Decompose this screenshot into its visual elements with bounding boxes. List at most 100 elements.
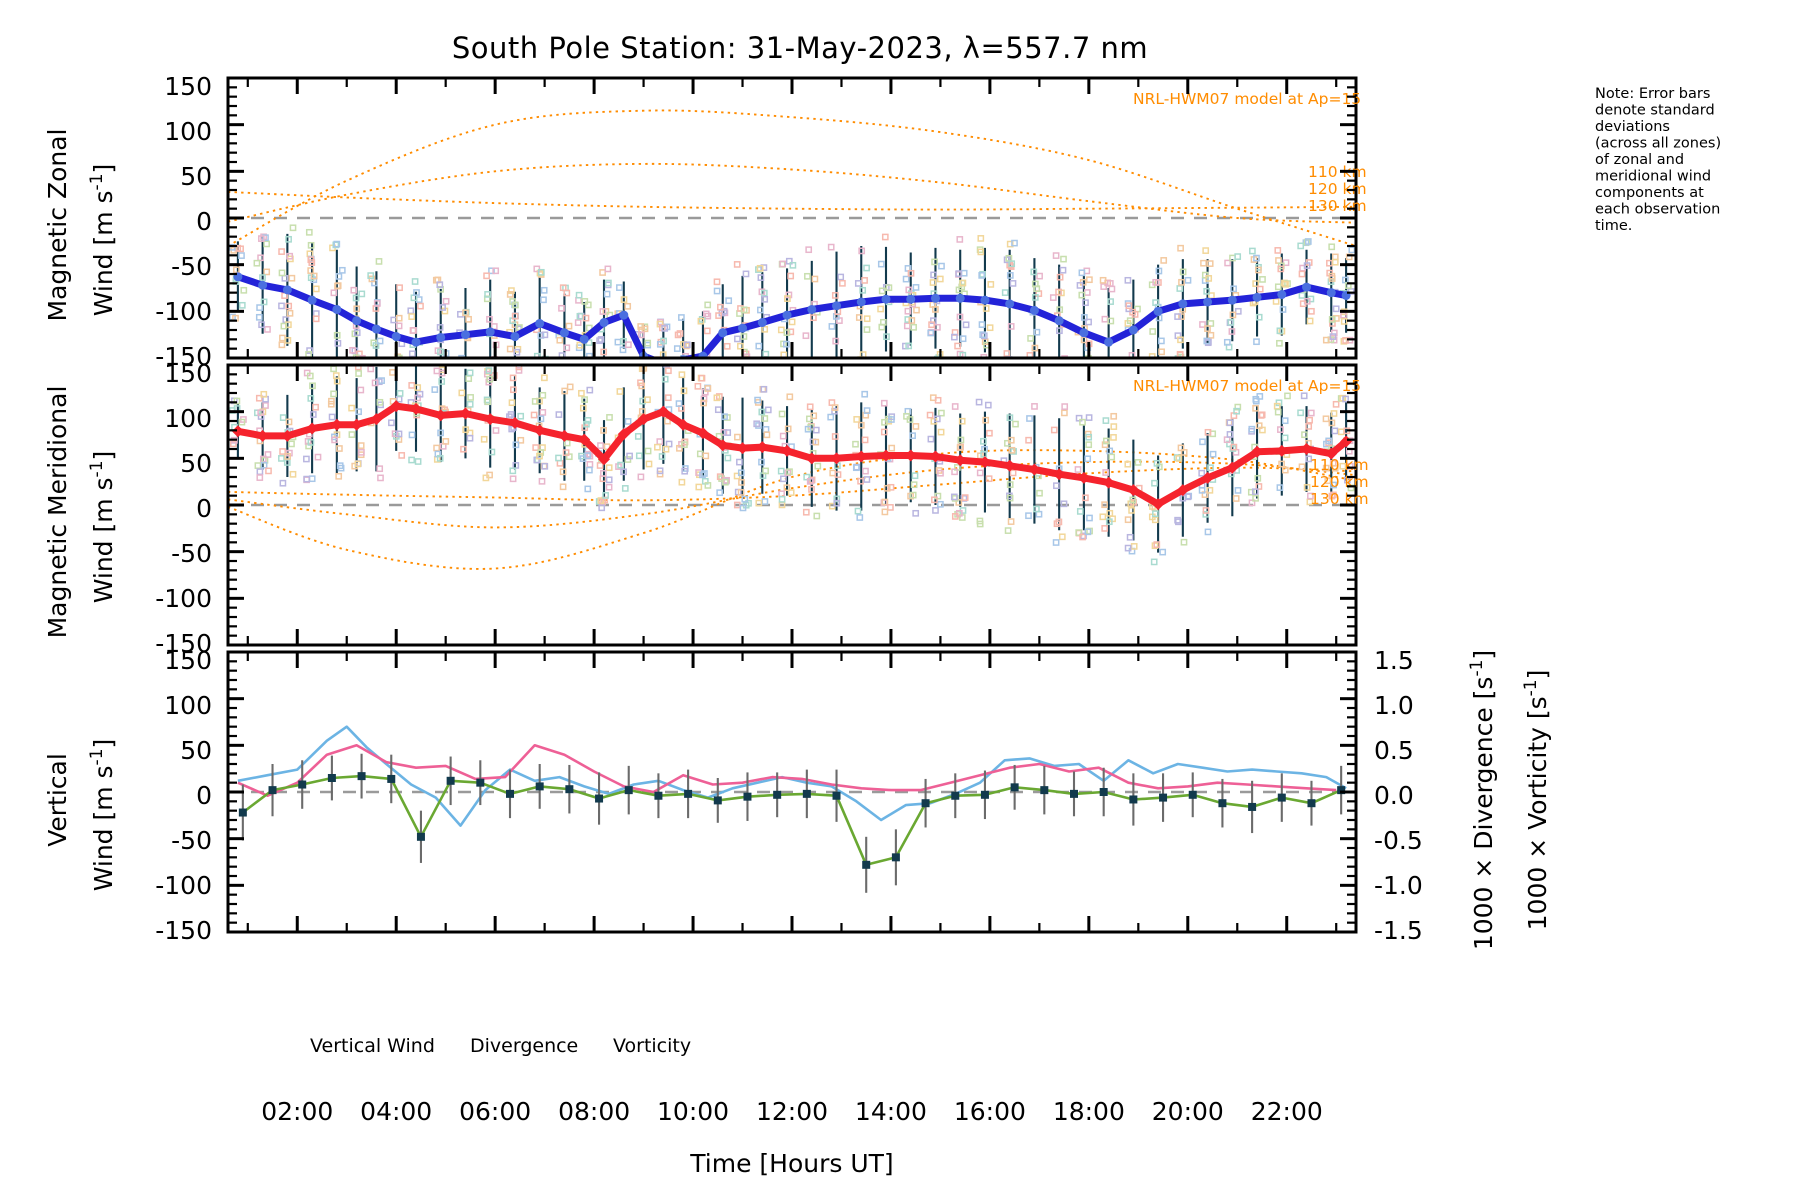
zone-sample <box>1256 285 1264 293</box>
zone-sample <box>634 433 642 440</box>
zone-sample <box>1234 253 1242 260</box>
zonal-marker <box>535 318 545 328</box>
zonal-alt-120: 120 km <box>1308 180 1367 198</box>
zone-sample <box>700 395 708 403</box>
x-tick-label: 20:00 <box>1152 1097 1224 1126</box>
zone-sample <box>1328 272 1336 280</box>
zone-sample <box>1100 283 1108 290</box>
zone-sample <box>1205 275 1213 282</box>
zone-sample <box>1233 407 1240 415</box>
zone-sample <box>1128 507 1135 514</box>
meridional-marker <box>880 449 892 462</box>
zone-sample <box>763 431 771 439</box>
zone-sample <box>1101 441 1109 449</box>
zone-sample <box>787 489 795 496</box>
zone-sample <box>978 321 986 328</box>
zone-sample <box>312 315 320 323</box>
zonal-marker <box>332 304 342 314</box>
zone-sample <box>1053 482 1060 490</box>
zone-sample <box>828 323 836 330</box>
vertical-ylabel-line2: Wind [m s-1] <box>87 739 118 892</box>
zone-sample <box>1226 419 1234 427</box>
zone-sample <box>357 442 365 449</box>
zone-sample <box>702 452 710 460</box>
zone-sample <box>789 261 797 269</box>
axis-ticks <box>228 76 1356 934</box>
zone-sample <box>637 331 645 339</box>
note-line: meridional wind <box>1595 169 1711 185</box>
zone-sample <box>1174 516 1181 524</box>
zone-sample <box>831 407 838 415</box>
zonal-marker <box>579 334 589 344</box>
zone-sample <box>377 474 384 482</box>
zone-sample <box>388 419 395 427</box>
zone-sample <box>233 266 240 274</box>
meridional-marker <box>677 418 690 431</box>
note-line: Note: Error bars <box>1595 86 1710 102</box>
zone-sample <box>1008 446 1016 454</box>
zone-sample <box>238 252 245 259</box>
zone-sample <box>734 433 741 441</box>
zone-sample <box>904 307 912 315</box>
zone-sample <box>955 499 963 506</box>
zone-sample <box>238 301 246 309</box>
zone-sample <box>286 309 294 317</box>
zone-sample <box>1342 395 1349 403</box>
zone-sample <box>586 466 593 474</box>
zone-sample <box>414 458 422 465</box>
zone-sample <box>1281 417 1289 425</box>
zone-sample <box>1202 510 1210 518</box>
zone-sample <box>288 274 296 282</box>
zone-sample <box>484 291 491 298</box>
zonal-marker <box>559 328 569 338</box>
zone-sample <box>978 272 986 279</box>
zone-sample <box>713 394 721 402</box>
zone-sample <box>863 326 871 333</box>
zone-sample <box>764 406 772 414</box>
zone-sample <box>1126 317 1134 325</box>
zonal-marker <box>1153 306 1163 316</box>
zone-sample <box>1153 541 1161 548</box>
zone-sample <box>1203 337 1211 345</box>
zone-sample <box>698 374 706 382</box>
zone-sample <box>1102 469 1110 476</box>
zone-sample <box>619 346 627 354</box>
zone-sample <box>758 458 765 466</box>
meridional-marker <box>330 418 343 431</box>
zone-sample <box>1177 336 1184 344</box>
vertical-marker <box>565 785 574 794</box>
zone-sample <box>1153 459 1161 467</box>
zone-sample <box>716 489 724 497</box>
zone-sample <box>951 495 959 502</box>
zone-sample <box>987 281 995 288</box>
zone-sample <box>716 473 724 481</box>
zone-sample <box>856 514 864 521</box>
zone-sample <box>599 269 606 276</box>
vertical-marker <box>1188 790 1197 799</box>
zone-sample <box>1152 299 1159 306</box>
zone-sample <box>832 337 840 345</box>
zone-sample <box>1331 258 1339 266</box>
zone-sample <box>786 468 793 476</box>
meridional-marker <box>231 425 244 438</box>
zone-sample <box>506 345 514 353</box>
zone-sample <box>309 411 317 418</box>
zone-sample <box>1027 335 1034 342</box>
zone-sample <box>831 433 839 440</box>
zone-sample <box>857 421 865 429</box>
zonal-ylabel: Magnetic Zonal Wind [m s-1] <box>43 129 118 322</box>
zone-sample <box>959 335 967 343</box>
svg-text:0: 0 <box>196 207 212 236</box>
zone-sample <box>1126 533 1134 541</box>
meridional-alt-120: 120 km <box>1310 473 1369 491</box>
zone-sample <box>284 453 291 460</box>
meridional-marker <box>1275 444 1288 457</box>
meridional-marker <box>598 453 610 466</box>
vertical-marker <box>980 790 989 799</box>
zone-sample <box>596 337 603 345</box>
meridional-marker <box>306 422 319 435</box>
zone-sample <box>644 447 652 455</box>
zone-sample <box>982 305 990 312</box>
figure-title: South Pole Station: 31-May-2023, λ=557.7… <box>452 31 1148 65</box>
